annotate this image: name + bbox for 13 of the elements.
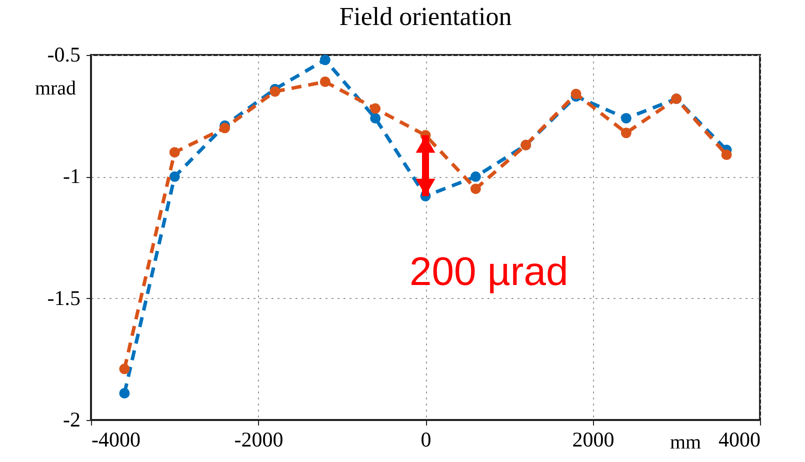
x-tick-label: 4000 [718,428,760,452]
x-tick-label: 2000 [572,428,614,452]
x-tick-label: 0 [420,428,432,452]
x-tick-label: -2000 [234,428,284,452]
chart-title: Field orientation [339,2,512,31]
y-tick-label: -0.5 [47,42,80,66]
x-tick-label: -4000 [92,428,140,452]
y-tick-label: -1 [63,164,80,188]
y-axis-title: mrad [34,78,76,100]
annotation: 200 µrad [410,250,568,294]
y-tick-label: -2 [63,408,80,432]
x-axis-title: mm [670,432,702,454]
y-tick-label: -1.5 [47,286,80,310]
